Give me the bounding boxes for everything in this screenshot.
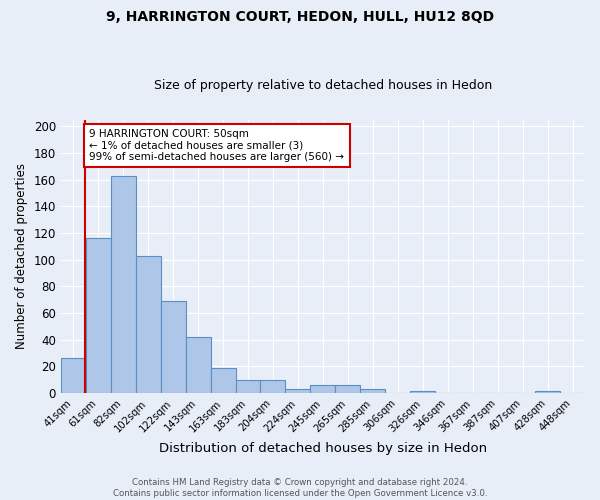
Bar [310,385,335,393]
Bar [535,390,560,393]
Bar [61,358,86,393]
Text: 9, HARRINGTON COURT, HEDON, HULL, HU12 8QD: 9, HARRINGTON COURT, HEDON, HULL, HU12 8… [106,10,494,24]
Bar [260,380,286,393]
Text: 9 HARRINGTON COURT: 50sqm
← 1% of detached houses are smaller (3)
99% of semi-de: 9 HARRINGTON COURT: 50sqm ← 1% of detach… [89,129,344,162]
Bar [236,380,260,393]
Bar [361,389,385,393]
Bar [161,301,185,393]
Bar [335,385,361,393]
Bar [136,256,161,393]
X-axis label: Distribution of detached houses by size in Hedon: Distribution of detached houses by size … [159,442,487,455]
Bar [410,390,435,393]
Bar [111,176,136,393]
Bar [185,337,211,393]
Bar [286,389,310,393]
Y-axis label: Number of detached properties: Number of detached properties [15,164,28,350]
Title: Size of property relative to detached houses in Hedon: Size of property relative to detached ho… [154,79,492,92]
Text: Contains HM Land Registry data © Crown copyright and database right 2024.
Contai: Contains HM Land Registry data © Crown c… [113,478,487,498]
Bar [211,368,236,393]
Bar [86,238,111,393]
